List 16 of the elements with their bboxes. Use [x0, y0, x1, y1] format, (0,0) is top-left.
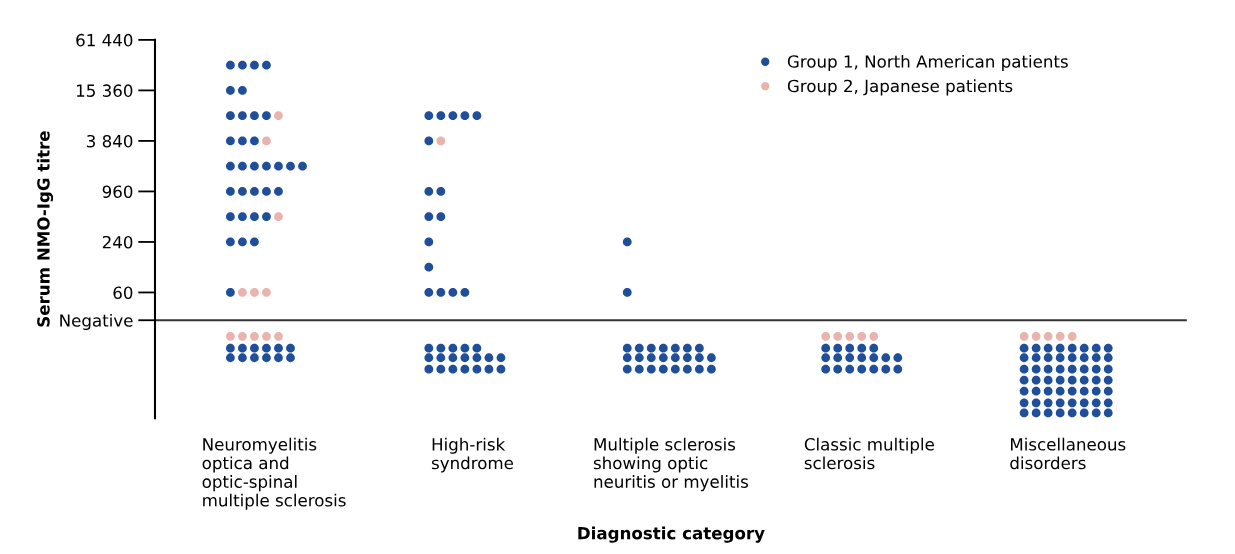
y-tick-label: Negative — [60, 313, 133, 331]
x-tick-label: Miscellaneous disorders — [1010, 437, 1126, 470]
x-tick-label: Multiple sclerosis showing optic neuritis or myelitis — [593, 437, 749, 492]
y-tick-label: 60 — [113, 286, 133, 300]
x-tick-label: Classic multiple sclerosis — [804, 437, 934, 470]
y-tick-label: 15 360 — [76, 84, 133, 97]
y-tick-label: 61 440 — [76, 33, 133, 47]
y-tick-label: 3 840 — [87, 134, 133, 148]
x-tick-label: Neuromyelitis optica and optic-spinal multiple sclerosis — [202, 437, 346, 510]
x-axis-title: Diagnostic category — [578, 526, 765, 543]
legend-label: Group 1, North American patients — [787, 54, 1068, 72]
y-tick-label: 240 — [102, 235, 133, 249]
y-axis-title: Serum NMO-IgG titre — [36, 131, 54, 327]
x-tick-label: High-risk syndrome — [431, 437, 514, 473]
legend-label: Group 2, Japanese patients — [787, 79, 1013, 96]
y-tick-label: 960 — [102, 185, 133, 198]
